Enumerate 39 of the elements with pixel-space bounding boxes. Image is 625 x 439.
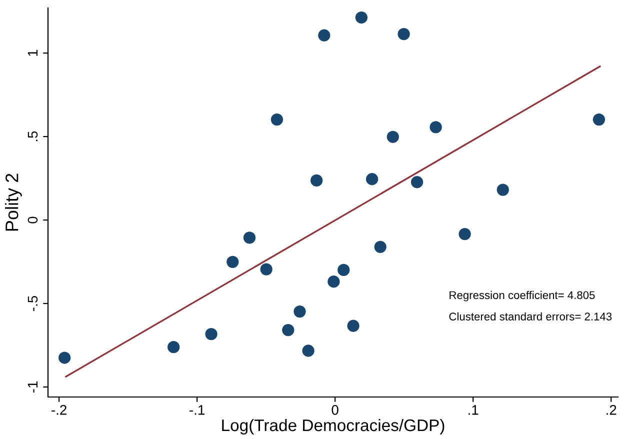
point bbox=[260, 263, 272, 276]
point bbox=[366, 173, 378, 186]
point bbox=[458, 228, 471, 240]
point bbox=[386, 130, 399, 143]
point bbox=[270, 113, 284, 126]
y-tick-label: -1 bbox=[28, 381, 38, 393]
y-tick-label: .5 bbox=[28, 131, 38, 142]
y-tick-label: 0 bbox=[28, 216, 38, 224]
point bbox=[355, 11, 368, 24]
point bbox=[410, 176, 424, 188]
x-tick-label: .1 bbox=[468, 405, 478, 415]
point bbox=[205, 328, 218, 340]
x-tick-label: 0 bbox=[332, 405, 338, 415]
y-tick-label: -.5 bbox=[28, 296, 38, 311]
x-tick-label: -.2 bbox=[52, 405, 66, 415]
point bbox=[226, 256, 239, 268]
y-axis-title: Polity 2 bbox=[5, 174, 22, 231]
point bbox=[430, 121, 442, 134]
point bbox=[496, 184, 509, 196]
point bbox=[398, 28, 410, 40]
x-axis-title: Log(Trade Democracies/GDP) bbox=[222, 418, 444, 435]
point bbox=[243, 232, 256, 244]
annotation: Clustered standard errors= 2.143 bbox=[449, 312, 612, 320]
point bbox=[318, 29, 330, 42]
point bbox=[338, 264, 350, 276]
point bbox=[374, 240, 386, 253]
point bbox=[310, 174, 323, 187]
x-tick-label: -.1 bbox=[190, 405, 204, 415]
point bbox=[347, 320, 360, 332]
point bbox=[58, 352, 71, 364]
y-tick-label: 1 bbox=[28, 50, 38, 56]
annotation: Regression coefficient= 4.805 bbox=[450, 290, 595, 302]
point bbox=[282, 324, 294, 336]
point bbox=[168, 341, 180, 354]
point bbox=[592, 113, 606, 126]
x-tick-label: .2 bbox=[606, 405, 616, 415]
point bbox=[302, 344, 314, 357]
point bbox=[328, 276, 340, 288]
point bbox=[294, 305, 306, 318]
